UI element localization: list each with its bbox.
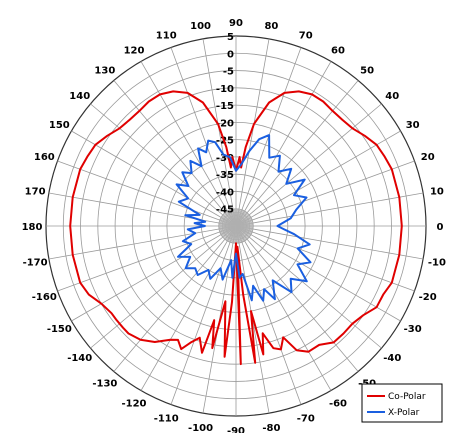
grid-spoke [202, 38, 237, 227]
angle-tick-label: -130 [92, 378, 117, 389]
angle-tick-label: 140 [69, 91, 90, 102]
grid-spoke [140, 61, 237, 227]
angle-tick-label: -70 [297, 414, 315, 425]
angle-tick-label: -140 [67, 353, 92, 364]
angle-tick-label: -170 [23, 257, 48, 268]
grid-spoke [57, 160, 237, 227]
grid-spoke [48, 225, 237, 260]
grid-spoke [235, 225, 382, 349]
angle-tick-label: 60 [331, 45, 345, 56]
grid-spoke [235, 130, 401, 227]
x-polar-series-line [175, 134, 312, 302]
grid-spoke [235, 38, 270, 227]
angle-tick-label: -20 [419, 292, 437, 303]
angle-tick-label: -30 [404, 324, 422, 335]
angle-tick-label: 90 [229, 18, 243, 29]
angle-tick-label: 40 [385, 91, 399, 102]
angle-tick-label: 160 [34, 152, 55, 163]
grid-spoke-fine [235, 225, 254, 227]
angle-tick-label: 80 [264, 21, 278, 32]
radial-tick-label: -35 [216, 170, 234, 181]
grid-spoke [235, 225, 332, 391]
radial-tick-label: -30 [216, 153, 234, 164]
angle-tick-label: -100 [188, 423, 213, 433]
angle-tick-label: 120 [124, 45, 145, 56]
grid-spoke [71, 130, 237, 227]
angle-tick-label: 70 [299, 30, 313, 41]
grid-spoke [235, 192, 424, 227]
angle-tick-label: 0 [437, 222, 444, 233]
angle-tick-label: -160 [32, 292, 57, 303]
angle-tick-label: -40 [383, 353, 401, 364]
grid-spoke [140, 225, 237, 391]
grid-spoke [90, 103, 237, 227]
radial-tick-label: -5 [223, 67, 234, 78]
legend-x-polar-label: X-Polar [388, 408, 420, 418]
radial-tick-label: -20 [216, 118, 234, 129]
grid-spoke [170, 225, 237, 405]
angle-tick-label: 170 [25, 187, 46, 198]
angle-tick-label: -10 [428, 257, 446, 268]
angle-tick-label: 110 [156, 30, 177, 41]
angle-tick-label: -80 [262, 423, 280, 433]
angle-tick-label: 100 [190, 21, 211, 32]
angle-tick-label: 150 [49, 120, 70, 131]
angle-tick-label: 30 [406, 120, 420, 131]
radial-tick-label: -15 [216, 101, 234, 112]
angle-tick-label: 50 [360, 66, 374, 77]
grid-spoke [235, 225, 401, 322]
grid-spoke [235, 103, 382, 227]
angle-tick-label: -110 [154, 414, 179, 425]
grid-spoke [170, 47, 237, 227]
radial-tick-label: 0 [227, 49, 234, 60]
co-polar-series-line [69, 90, 403, 366]
angle-tick-label: -150 [47, 324, 72, 335]
grid-spoke [57, 225, 237, 292]
grid-spoke [235, 160, 415, 227]
angle-tick-label: 130 [94, 66, 115, 77]
series-layer [69, 90, 403, 366]
grid-spoke [113, 80, 237, 227]
radial-tick-label: -10 [216, 84, 234, 95]
grid-spokes [46, 36, 426, 416]
grid-spoke [235, 225, 359, 372]
angle-tick-label: 180 [22, 222, 43, 233]
grid-spoke [90, 225, 237, 349]
legend-box [361, 383, 443, 423]
radial-tick-label: 5 [227, 32, 234, 43]
grid-spoke [235, 80, 359, 227]
legend-co-polar-label: Co-Polar [388, 392, 426, 402]
angle-tick-label: 20 [421, 152, 435, 163]
grid-spoke [235, 225, 415, 292]
grid-spoke [71, 225, 237, 322]
legend: Co-Polar X-Polar [361, 383, 443, 423]
grid-spoke [48, 192, 237, 227]
angle-tick-label: -90 [227, 426, 245, 433]
grid-spoke [235, 225, 302, 405]
angle-tick-label: -120 [121, 399, 146, 410]
grid-spoke [235, 61, 332, 227]
grid-spoke [113, 225, 237, 372]
angle-tick-label: -60 [329, 399, 347, 410]
radial-tick-label: -45 [216, 205, 234, 216]
angle-tick-label: 10 [430, 187, 444, 198]
grid-spoke [235, 225, 424, 260]
radial-tick-label: -40 [216, 187, 234, 198]
